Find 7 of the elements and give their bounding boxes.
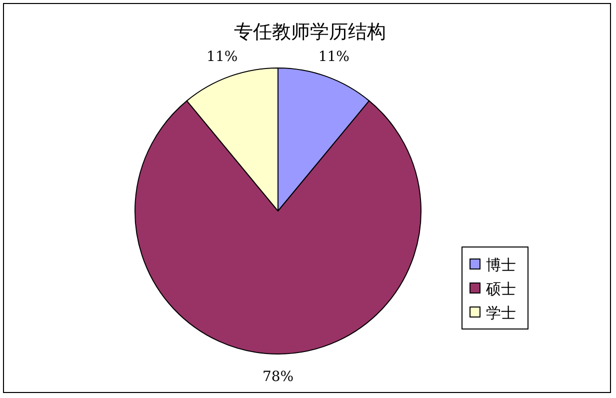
legend-label: 学士 [486,304,516,322]
data-label: 11% [318,48,350,65]
legend-label: 博士 [486,256,516,274]
data-label: 78% [262,369,294,385]
legend-label: 硕士 [485,280,516,298]
data-label: 11% [206,48,238,65]
chart-title: 专任教师学历结构 [234,21,386,43]
